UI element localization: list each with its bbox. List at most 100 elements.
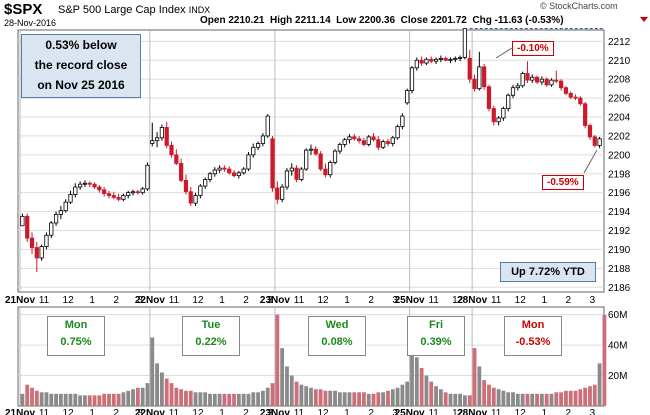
candle-body bbox=[448, 58, 453, 61]
candle-body bbox=[25, 215, 30, 239]
candle-body bbox=[563, 87, 569, 94]
volume-bar bbox=[179, 389, 184, 406]
volume-bar bbox=[511, 392, 515, 406]
volume-bar bbox=[44, 392, 49, 406]
price-tick-label: 2188 bbox=[608, 264, 631, 275]
volume-bar bbox=[97, 395, 102, 406]
volume-bar bbox=[131, 389, 135, 406]
x-tick-label: 28Nov bbox=[457, 408, 487, 415]
x-tick-label: 11 bbox=[39, 295, 50, 306]
record-note-line3: on Nov 25 2016 bbox=[37, 78, 125, 92]
volume-bar bbox=[121, 392, 126, 406]
volume-bar bbox=[583, 387, 588, 406]
candle-body bbox=[260, 135, 266, 144]
volume-bar bbox=[299, 384, 304, 406]
volume-bar bbox=[414, 357, 419, 406]
volume-bar bbox=[578, 389, 583, 406]
volume-bar bbox=[592, 384, 597, 406]
candle-body bbox=[530, 76, 535, 81]
volume-bar bbox=[169, 383, 174, 406]
candle-body bbox=[251, 146, 256, 156]
volume-bar bbox=[39, 392, 44, 406]
candle-body bbox=[53, 214, 59, 224]
candle-body bbox=[154, 137, 160, 142]
candle-body bbox=[304, 149, 309, 170]
volume-bar bbox=[58, 393, 63, 406]
x-tick-label: 2 bbox=[243, 408, 249, 415]
price-tick-label: 2200 bbox=[608, 150, 631, 161]
x-tick-label: 11 bbox=[169, 408, 180, 415]
volume-bar bbox=[443, 392, 448, 406]
candle-body bbox=[280, 186, 285, 200]
candle-body bbox=[63, 201, 68, 212]
candle-body bbox=[313, 148, 318, 155]
candle-body bbox=[164, 127, 169, 146]
candle-body bbox=[44, 234, 49, 247]
candle-body bbox=[318, 153, 323, 170]
volume-bar bbox=[564, 390, 568, 406]
price-tick-label: 2196 bbox=[608, 188, 631, 199]
candle-body bbox=[275, 187, 280, 200]
candle-body bbox=[20, 215, 25, 227]
volume-bar bbox=[275, 314, 280, 406]
index-title: S&P 500 Large Cap Index bbox=[58, 4, 186, 16]
volume-bar bbox=[30, 387, 34, 406]
price-tick-label: 2194 bbox=[608, 207, 631, 218]
volume-bar bbox=[25, 384, 30, 406]
price-axis: 2186 2188 2190 2192 2194 2196 2198 2200 2202 2204… bbox=[608, 37, 631, 294]
quote-line: Open 2210.21 High 2211.14 Low 2200.36 Cl… bbox=[200, 15, 564, 26]
x-tick-label: 1 bbox=[344, 295, 350, 306]
volume-bar bbox=[285, 366, 289, 406]
candle-body bbox=[405, 90, 410, 104]
x-tick-label: 11 bbox=[294, 295, 305, 306]
volume-bar bbox=[434, 386, 438, 406]
day-box-fri: Fri 0.39% bbox=[407, 316, 465, 356]
day-label: Mon bbox=[64, 319, 88, 331]
volume-bar bbox=[342, 392, 347, 406]
candle-body bbox=[400, 115, 405, 127]
x-tick-label: 1 bbox=[219, 295, 225, 306]
volume-bar bbox=[352, 392, 357, 406]
volume-bar bbox=[164, 378, 169, 406]
x-tick-label: 2 bbox=[566, 408, 572, 415]
x-tick-label: 3 bbox=[137, 408, 143, 415]
candle-body bbox=[265, 115, 270, 137]
volume-bar bbox=[198, 392, 203, 406]
label-close-change: -0.59% bbox=[542, 175, 584, 190]
candle-body bbox=[496, 117, 501, 123]
candle-body bbox=[73, 186, 78, 195]
volume-bar bbox=[458, 393, 463, 406]
volume-bar bbox=[49, 393, 54, 406]
candle-body bbox=[438, 57, 443, 60]
volume-bar bbox=[467, 395, 472, 406]
candle-body bbox=[520, 73, 525, 87]
volume-bar bbox=[116, 393, 121, 406]
candle-body bbox=[284, 170, 290, 188]
arrow-to-close bbox=[583, 149, 598, 174]
volume-bar bbox=[87, 395, 92, 406]
candle-body bbox=[395, 126, 400, 139]
candle-body bbox=[174, 154, 179, 164]
candle-body bbox=[352, 136, 357, 140]
price-tick-label: 2202 bbox=[608, 131, 631, 142]
candle-body bbox=[356, 138, 362, 142]
volume-bar bbox=[410, 348, 414, 406]
volume-bar bbox=[270, 383, 275, 406]
candle-body bbox=[231, 172, 237, 177]
x-tick-label: 11 bbox=[491, 295, 502, 306]
volume-bar bbox=[573, 390, 578, 406]
candle-body bbox=[97, 186, 102, 191]
candle-body bbox=[573, 96, 578, 99]
volume-bar bbox=[381, 392, 386, 406]
volume-bar bbox=[135, 387, 140, 406]
day-change: -0.53% bbox=[515, 336, 551, 348]
candle-body bbox=[554, 79, 559, 82]
volume-bar bbox=[184, 390, 188, 406]
volume-bar bbox=[83, 395, 87, 406]
volume-bar bbox=[453, 393, 458, 406]
x-tick-label: 2 bbox=[243, 295, 249, 306]
candle-body bbox=[534, 76, 540, 83]
x-tick-label: 1 bbox=[344, 408, 350, 415]
x-tick-label: 11 bbox=[491, 408, 502, 415]
volume-bar bbox=[549, 393, 554, 406]
